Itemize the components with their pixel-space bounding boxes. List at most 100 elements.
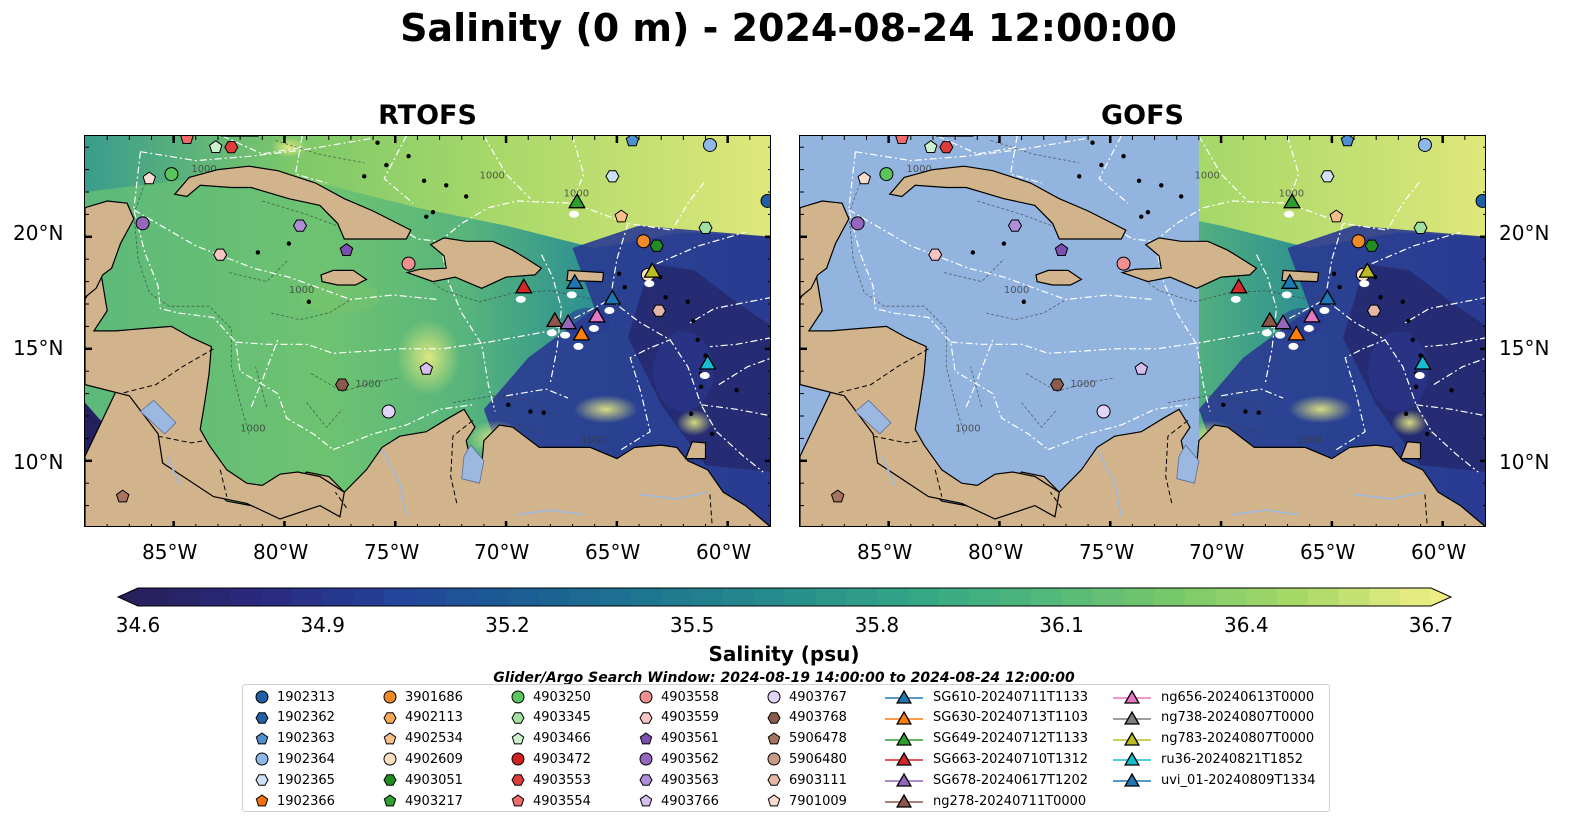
eez-line [687,297,770,325]
legend-label: 4902534 [405,731,463,747]
colorbar-segment [507,588,539,606]
bathymetry-label: 1000 [906,164,931,175]
eez-boundaries [85,136,770,522]
argo-float-marker [850,216,865,231]
colorbar-segment [353,588,385,606]
land-hispaniola [1120,237,1258,289]
argo-float-marker [649,239,664,252]
legend-label: 4903554 [533,793,591,809]
legend-label: 4903766 [661,793,719,809]
rivers [881,449,1423,517]
small-island [430,209,436,215]
river [1353,491,1423,500]
land-central-america [800,268,1060,520]
country-borders [120,348,713,526]
legend-item: 4903553 [511,770,591,790]
glider-marker [514,278,533,294]
legend-symbol [511,731,525,744]
argo-float-marker [292,219,308,232]
colorbar-outline [116,587,1453,607]
eez-line [140,137,374,162]
bathymetry-contour [412,267,622,303]
legend-label: 4903472 [533,751,591,767]
legend-symbol [767,794,781,807]
argo-float-marker [1364,239,1379,252]
lat-label-20n: 20°N [13,221,64,245]
legend-symbol [895,772,913,787]
eez-line [332,404,473,451]
land [85,136,770,526]
glider-track [1281,291,1292,299]
legend-marker [255,774,269,786]
legend-label: 1902313 [277,689,335,705]
small-island [734,388,739,393]
small-island [663,295,668,300]
argo-float-marker [381,404,396,419]
colorbar-segment [1000,588,1032,606]
eez-line [1371,231,1461,265]
small-island [1403,411,1409,416]
lon-label-70w: 70°W [474,540,530,564]
eez-line [950,341,1204,354]
border-line [934,469,943,497]
colorbar-segment [661,588,693,606]
legend-marker [639,712,653,724]
colorbar-tick-label: 36.1 [1039,613,1084,637]
legend-label: SG663-20240710T1312 [933,751,1089,767]
land-yucatan [85,200,135,299]
argo-float-marker [928,248,943,261]
eez-line [1416,404,1485,417]
colorbar-label: Salinity (psu) [708,642,860,666]
legend-item: uvi_01-20240809T1334 [1111,770,1315,790]
land-cuba [173,165,412,240]
legend-item: SG630-20240713T1103 [883,708,1088,728]
colorbar-segment [445,588,478,606]
colorbar-segment [1215,588,1247,606]
small-island [1178,194,1184,199]
eez-line [540,254,563,383]
border-line [1049,491,1062,509]
bathymetry-contour [310,373,400,392]
eez-line [1009,136,1042,184]
border-line [709,494,713,526]
river [881,455,896,486]
legend-item: 4903345 [511,708,591,728]
legend-label: 4903345 [533,710,591,726]
glider-track [573,342,584,350]
eez-line [1335,339,1386,451]
legend-symbol [511,794,525,807]
small-island [444,183,449,188]
legend-symbol [1123,689,1141,704]
small-island [695,337,700,343]
glider-track [568,210,579,218]
glider-track [566,291,577,299]
eez-line [937,136,1018,155]
small-island [1410,337,1415,343]
glider-track [1414,371,1425,379]
glider-track [546,329,557,337]
eez-line [1431,431,1479,473]
legend-item: SG649-20240712T1133 [883,729,1088,749]
argo-float-marker [1116,256,1131,271]
legend-symbol [1123,731,1141,746]
legend-label: 4903217 [405,793,463,809]
legend-item: 4903768 [767,708,847,728]
colorbar-segment [1277,588,1309,606]
legend-marker [511,731,525,744]
argo-float-marker [605,170,620,183]
eez-line [701,404,770,417]
eez-line [235,341,489,354]
legend-marker [383,690,397,704]
legend-symbol [639,712,653,724]
lat-label-15n: 15°N [13,336,64,360]
eez-line [571,136,585,204]
glider-track [644,280,655,288]
argo-float-marker [1134,361,1149,375]
legend-label: 5906480 [789,751,847,767]
legend-label: 4903466 [533,731,591,747]
small-island [1331,271,1337,276]
river [516,509,584,516]
eez-line [1324,223,1433,432]
